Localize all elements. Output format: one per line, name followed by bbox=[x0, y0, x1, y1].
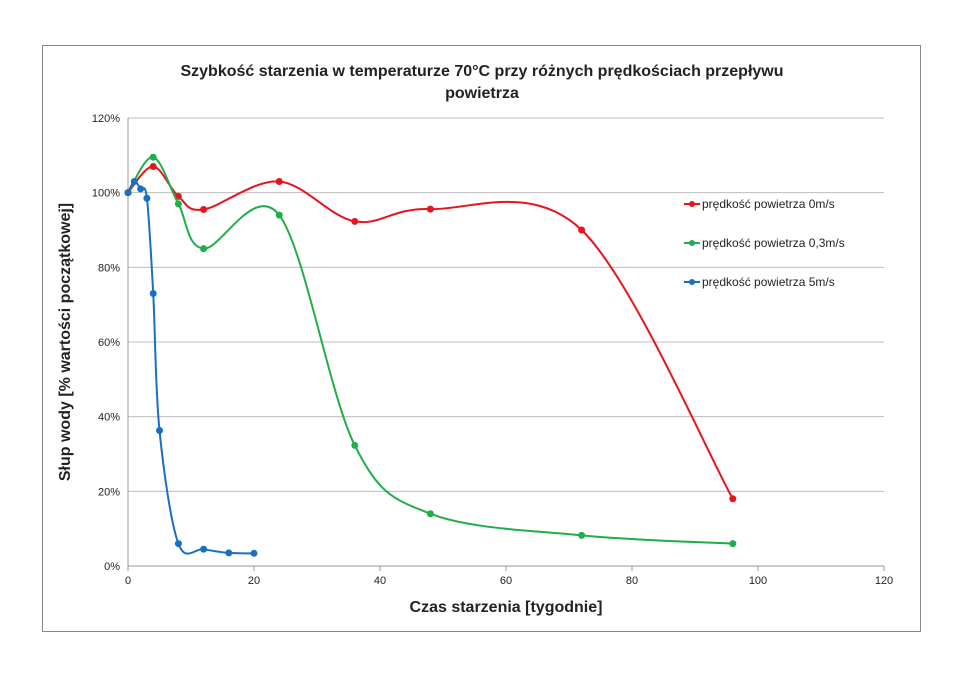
data-point bbox=[130, 177, 138, 185]
legend-marker bbox=[689, 201, 695, 207]
y-tick-label: 80% bbox=[98, 262, 120, 274]
x-tick-label: 80 bbox=[626, 575, 638, 587]
legend-marker bbox=[689, 279, 695, 285]
data-point bbox=[124, 189, 132, 197]
y-tick-label: 120% bbox=[92, 113, 120, 125]
y-tick-label: 60% bbox=[98, 337, 120, 349]
data-point bbox=[149, 153, 157, 161]
legend-label: prędkość powietrza 0m/s bbox=[702, 197, 835, 211]
x-tick-label: 120 bbox=[875, 575, 893, 587]
data-point bbox=[174, 540, 182, 548]
data-point bbox=[275, 211, 283, 219]
x-tick-label: 0 bbox=[125, 575, 131, 587]
y-tick-label: 100% bbox=[92, 188, 120, 200]
data-point bbox=[200, 545, 208, 553]
x-tick-label: 20 bbox=[248, 575, 260, 587]
series-line bbox=[127, 156, 733, 545]
data-point bbox=[351, 441, 359, 449]
chart-frame bbox=[42, 45, 921, 632]
data-point bbox=[578, 531, 586, 539]
data-point bbox=[426, 205, 434, 213]
data-point bbox=[174, 200, 182, 208]
x-tick-label: 100 bbox=[749, 575, 767, 587]
data-point bbox=[200, 205, 208, 213]
y-axis-label: Słup wody [% wartości początkowej] bbox=[57, 203, 74, 481]
data-point bbox=[149, 163, 157, 171]
data-point bbox=[143, 194, 151, 202]
chart-title-line-1: Szybkość starzenia w temperaturze 70°C p… bbox=[180, 63, 783, 80]
data-point bbox=[156, 426, 163, 434]
data-point bbox=[250, 549, 258, 557]
data-point bbox=[149, 289, 157, 297]
legend-marker bbox=[689, 240, 695, 246]
series-line bbox=[127, 165, 734, 500]
data-point bbox=[729, 495, 737, 503]
data-point bbox=[137, 185, 145, 193]
x-tick-label: 60 bbox=[500, 575, 512, 587]
x-tick-label: 40 bbox=[374, 575, 386, 587]
y-tick-label: 0% bbox=[104, 561, 120, 573]
data-point bbox=[729, 540, 737, 548]
chart-title-line-2: powietrza bbox=[445, 85, 519, 102]
y-tick-label: 20% bbox=[98, 486, 120, 498]
data-point bbox=[351, 217, 359, 225]
data-point bbox=[275, 177, 283, 185]
legend-label: prędkość powietrza 0,3m/s bbox=[702, 236, 845, 250]
data-point bbox=[200, 245, 208, 253]
y-tick-label: 40% bbox=[98, 412, 120, 424]
data-point bbox=[578, 226, 586, 234]
data-point bbox=[225, 549, 233, 557]
data-point bbox=[426, 510, 434, 518]
series-line bbox=[127, 180, 255, 555]
legend-label: prędkość powietrza 5m/s bbox=[702, 275, 835, 289]
x-axis-label: Czas starzenia [tygodnie] bbox=[410, 599, 603, 616]
